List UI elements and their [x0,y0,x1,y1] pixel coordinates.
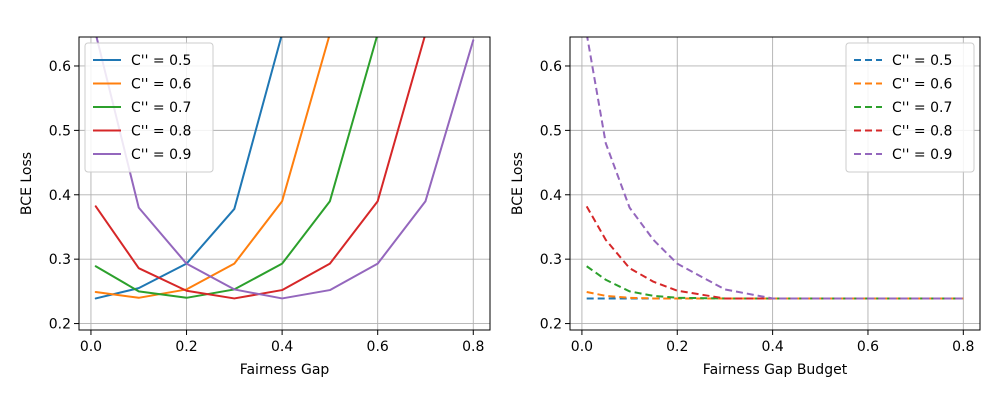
legend: C'' = 0.5 C'' = 0.6 C'' = 0.7 C'' = 0.8 C'' … [845,42,975,173]
legend-label-4: C'' = 0.8 [892,124,952,140]
right-chart-panel: 0.0 0.2 0.4 0.6 0.8 0.2 0.3 0.4 0.5 0.6 Fairness G… [510,36,981,378]
x-tick-label: 0.2 [175,339,197,355]
legend: C'' = 0.5 C'' = 0.6 C'' = 0.7 C'' = 0.8 C'' … [84,42,214,173]
series-line-3 [586,265,964,300]
y-tick-label: 0.2 [540,317,562,333]
x-tick-label: 0.8 [462,339,484,355]
series-line-5 [586,37,964,300]
x-tick-label: 0.0 [80,339,102,355]
plot-frame [569,36,981,331]
y-tick-label: 0.2 [49,317,71,333]
x-tick-label: 0.4 [271,339,293,355]
x-tick-label: 0.4 [761,339,783,355]
legend-label-5: C'' = 0.9 [131,147,191,163]
legend-label-1: C'' = 0.5 [131,53,191,69]
legend-label-1: C'' = 0.5 [892,53,952,69]
x-tick-label: 0.6 [367,339,389,355]
left-chart-panel: 0.0 0.2 0.4 0.6 0.8 0.2 0.3 0.4 0.5 0.6 Fairness G… [19,36,491,378]
series-line-4 [585,205,964,300]
legend-label-3: C'' = 0.7 [131,100,191,116]
y-tick-label: 0.3 [540,252,562,268]
legend-label-2: C'' = 0.6 [131,77,191,93]
y-tick-label: 0.4 [49,188,71,204]
legend-box [845,42,975,173]
y-tick-label: 0.6 [540,59,562,75]
legend-label-2: C'' = 0.6 [892,77,952,93]
y-tick-label: 0.3 [49,252,71,268]
legend-label-3: C'' = 0.7 [892,100,952,116]
y-tick-label: 0.5 [49,123,71,139]
x-tick-label: 0.8 [952,339,974,355]
x-tick-label: 0.0 [571,339,593,355]
y-axis-label: BCE Loss [510,152,526,215]
x-axis-label: Fairness Gap Budget [703,362,848,378]
x-tick-label: 0.2 [666,339,688,355]
legend-box [84,42,214,173]
legend-label-4: C'' = 0.8 [131,124,191,140]
series-line-5 [95,37,475,300]
y-tick-label: 0.5 [540,123,562,139]
y-tick-label: 0.6 [49,59,71,75]
legend-label-5: C'' = 0.9 [892,147,952,163]
x-axis-label: Fairness Gap [240,362,330,378]
plot-frame [78,36,491,331]
y-tick-label: 0.4 [540,188,562,204]
y-axis-label: BCE Loss [19,152,35,215]
x-tick-label: 0.6 [857,339,879,355]
